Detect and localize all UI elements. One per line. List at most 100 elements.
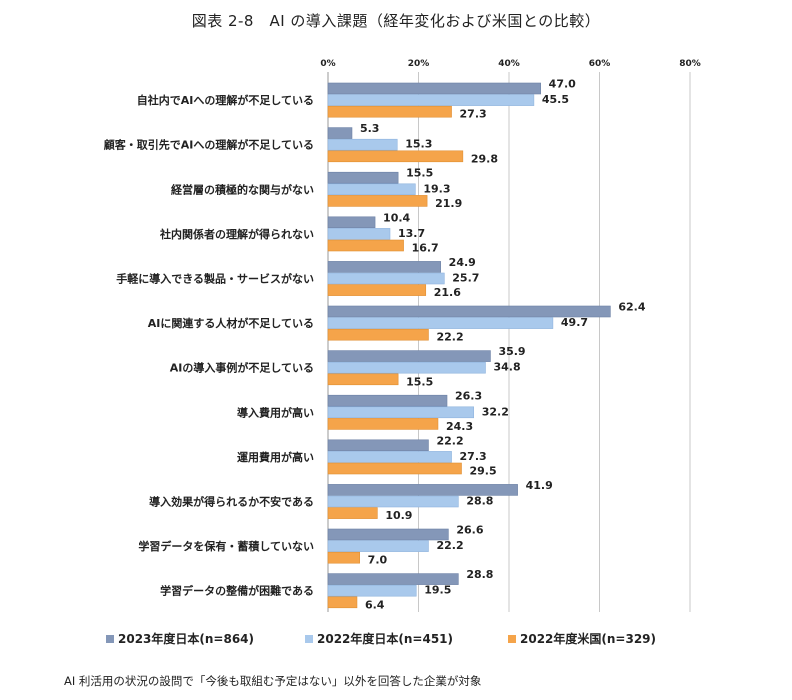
data-label: 47.0: [549, 78, 576, 91]
data-label: 24.3: [446, 420, 473, 433]
data-label: 16.7: [412, 242, 439, 255]
x-tick-label: 40%: [498, 59, 520, 69]
bar-2023-jp: [327, 350, 491, 362]
bar-2023-jp: [327, 82, 541, 95]
footnote: AI 利活用の状況の設問で「今後も取組む予定はない」以外を回答した企業が対象: [64, 674, 482, 688]
bar-2022-us: [327, 328, 429, 341]
category-label: 導入費用が高い: [237, 405, 314, 419]
bar-2022-us: [327, 195, 428, 207]
data-label: 45.5: [542, 93, 569, 106]
category-labels: 自社内でAIへの理解が不足している顧客・取引先でAIへの理解が不足している経営層…: [104, 93, 314, 598]
bar-2022-jp: [327, 540, 429, 552]
bar-2022-us: [327, 373, 399, 386]
category-label: 運用費用が高い: [237, 450, 314, 464]
bar-2023-jp: [327, 127, 353, 139]
bar-2023-jp: [327, 305, 611, 318]
bar-2022-jp: [327, 317, 554, 329]
data-label: 32.2: [482, 405, 509, 418]
x-tick-label: 80%: [679, 59, 701, 69]
data-label: 62.4: [618, 301, 645, 314]
bar-2023-jp: [327, 394, 448, 407]
data-label: 27.3: [460, 108, 487, 121]
data-label: 26.3: [455, 390, 482, 403]
bar-2023-jp: [327, 439, 429, 452]
data-label: 28.8: [466, 495, 493, 508]
data-label: 49.7: [561, 316, 588, 329]
chart-title: 図表 2-8 AI の導入課題（経年変化および米国との比較）: [191, 12, 601, 30]
bars: [327, 82, 611, 609]
bar-2023-jp: [327, 216, 376, 229]
category-label: 導入効果が得られるか不安である: [149, 495, 314, 509]
x-tick-labels: 0% 20% 40% 60% 80%: [320, 59, 700, 69]
legend-label: 2023年度日本(n=864): [118, 631, 254, 646]
bar-2022-jp: [327, 584, 417, 597]
data-label: 13.7: [398, 227, 425, 240]
bar-2022-jp: [327, 272, 445, 285]
x-tick-label: 0%: [320, 59, 335, 69]
data-label: 41.9: [526, 479, 553, 492]
bar-2022-us: [327, 596, 358, 609]
data-label: 5.3: [360, 122, 380, 135]
bar-2022-jp: [327, 451, 452, 463]
bar-2023-jp: [327, 171, 399, 184]
data-label: 26.6: [456, 524, 483, 537]
bar-2022-jp: [327, 406, 475, 419]
bar-2022-jp: [327, 361, 486, 374]
bar-2022-us: [327, 284, 427, 296]
data-label: 7.0: [368, 554, 388, 567]
category-label: 経営層の積極的な関与がない: [171, 182, 314, 196]
legend-label: 2022年度日本(n=451): [317, 631, 453, 646]
data-label: 29.8: [471, 152, 498, 165]
bar-2022-us: [327, 418, 439, 430]
data-label: 19.3: [423, 182, 450, 195]
legend-swatch: [508, 635, 516, 643]
legend-label: 2022年度米国(n=329): [520, 631, 656, 646]
value-labels: 47.0 45.5 27.3 5.3 15.3 29.8 15.5 19.3 21.9 10.4 1…: [360, 78, 646, 612]
data-label: 15.3: [405, 138, 432, 151]
data-label: 10.4: [383, 211, 410, 224]
grid-layer: [327, 72, 691, 612]
bar-2022-us: [327, 551, 360, 564]
data-label: 25.7: [452, 272, 479, 285]
category-label: 顧客・取引先でAIへの理解が不足している: [104, 138, 314, 152]
bar-2022-us: [327, 105, 452, 118]
data-label: 24.9: [449, 256, 476, 269]
bar-2022-jp: [327, 228, 391, 240]
category-label: 手軽に導入できる製品・サービスがない: [116, 272, 314, 286]
data-label: 19.5: [424, 584, 451, 597]
data-label: 27.3: [460, 450, 487, 463]
data-label: 22.2: [436, 331, 463, 344]
x-tick-label: 20%: [408, 59, 430, 69]
data-label: 15.5: [406, 375, 433, 388]
data-label: 34.8: [493, 361, 520, 374]
data-label: 10.9: [385, 509, 412, 522]
data-label: 6.4: [365, 598, 385, 611]
bar-2022-jp: [327, 495, 459, 508]
bar-2022-jp: [327, 94, 535, 106]
bar-2022-us: [327, 150, 464, 163]
bar-2023-jp: [327, 484, 518, 496]
data-label: 22.2: [436, 539, 463, 552]
category-label: 学習データの整備が困難である: [160, 584, 314, 598]
bar-2023-jp: [327, 261, 441, 273]
bar-2022-jp: [327, 138, 398, 151]
bar-2022-us: [327, 507, 378, 519]
bar-2022-jp: [327, 183, 416, 196]
data-label: 29.5: [469, 465, 496, 478]
category-label: 自社内でAIへの理解が不足している: [137, 93, 314, 107]
category-label: 社内関係者の理解が得られない: [159, 227, 314, 241]
data-label: 35.9: [498, 345, 525, 358]
bar-2022-us: [327, 462, 462, 475]
data-label: 15.5: [406, 167, 433, 180]
category-label: AIに関連する人材が不足している: [148, 316, 314, 330]
bar-2023-jp: [327, 573, 459, 585]
category-label: 学習データを保有・蓄積していない: [138, 539, 314, 553]
data-label: 22.2: [436, 434, 463, 447]
bar-2023-jp: [327, 528, 449, 541]
category-label: AIの導入事例が不足している: [170, 361, 314, 375]
legend-swatch: [305, 635, 313, 643]
data-label: 21.9: [435, 197, 462, 210]
legend: 2023年度日本(n=864) 2022年度日本(n=451) 2022年度米国(n…: [106, 631, 656, 646]
bar-2022-us: [327, 239, 404, 252]
